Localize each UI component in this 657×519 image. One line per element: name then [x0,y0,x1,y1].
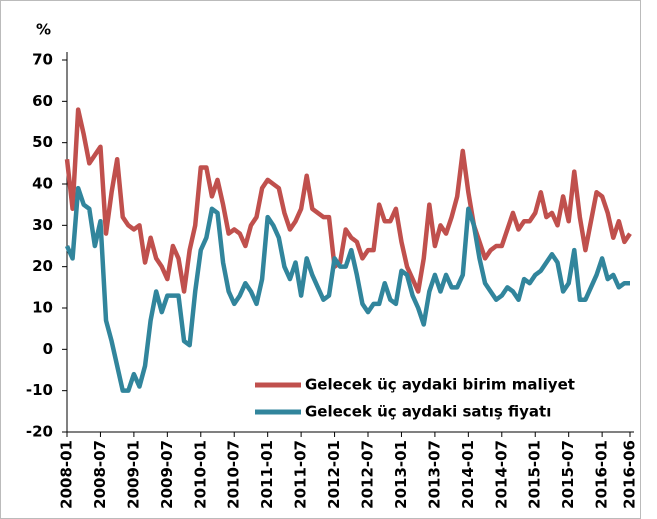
x-tick-label: 2012-01 [325,440,343,509]
x-tick-label: 2016-01 [593,440,611,509]
x-tick-label: 2015-01 [526,440,544,509]
x-tick-label: 2013-07 [425,440,443,509]
y-tick-label: 70 [32,51,53,69]
y-tick-label: 30 [32,216,53,234]
x-tick-label: 2013-01 [392,440,410,509]
x-tick-label: 2009-07 [158,440,176,509]
series-line [64,107,632,294]
x-tick-label: 2014-07 [492,440,510,509]
x-tick-label: 2009-01 [124,440,142,509]
x-tick-label: 2008-07 [91,440,109,509]
x-tick-label: 2008-01 [58,440,76,509]
legend-text: Gelecek üç aydaki birim maliyet [305,376,575,394]
y-axis-label: % [36,21,51,39]
y-tick-label: 60 [32,92,53,110]
x-tick-label: 2015-07 [559,440,577,509]
y-tick-label: 40 [32,175,53,193]
y-tick-label: 50 [32,133,53,151]
y-tick-label: -10 [26,381,53,399]
y-tick-label: 0 [43,340,53,358]
x-tick-label: 2016-06 [621,440,639,509]
x-tick-label: 2010-01 [191,440,209,509]
series-line [64,185,630,393]
y-tick-label: 20 [32,257,53,275]
x-tick-label: 2012-07 [359,440,377,509]
x-tick-label: 2011-01 [258,440,276,509]
x-tick-label: 2011-07 [292,440,310,509]
x-tick-label: 2010-07 [225,440,243,509]
x-tick-label: 2014-01 [459,440,477,509]
y-tick-label: 10 [32,299,53,317]
legend-text: Gelecek üç aydaki satış fiyatı [305,403,551,421]
y-tick-label: -20 [26,423,53,441]
